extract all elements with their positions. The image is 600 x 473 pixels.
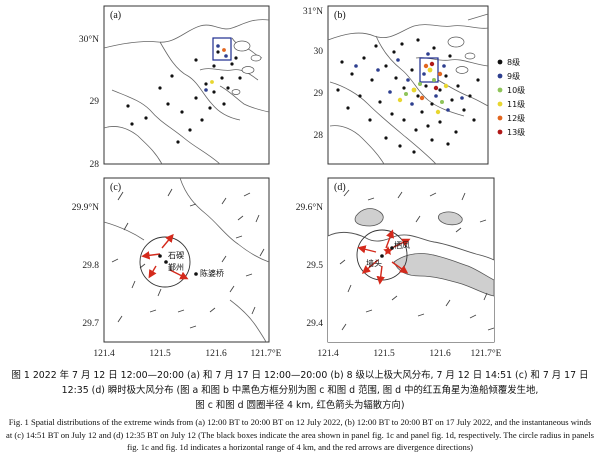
panel-d-xtick-1215: 121.5 <box>373 349 395 359</box>
panel-d-star-icon <box>383 246 393 255</box>
legend-label-13: 13级 <box>507 127 525 137</box>
panel-d-xtick-1216: 121.6 <box>429 349 451 359</box>
panel-d-wind-barbs <box>339 189 495 331</box>
panel-d-station-qifeng <box>390 246 394 250</box>
panel-b-ytick-28: 28 <box>314 131 324 141</box>
panel-a-wind-points <box>126 44 242 144</box>
panel-d-divergence-arrows <box>357 229 411 285</box>
panel-c-frame <box>103 177 270 343</box>
panel-c-wind-barbs <box>111 188 265 329</box>
panel-a: (a) 30°N 29 28 <box>79 5 270 170</box>
panel-a-subregion-box <box>212 37 232 61</box>
panel-a-ytick-28: 28 <box>90 160 100 170</box>
legend-swatch-11 <box>497 101 503 107</box>
legend-swatch-13 <box>497 129 503 135</box>
panel-c-xtick-1215: 121.5 <box>149 349 171 359</box>
panel-c-ytick-297: 29.7 <box>82 319 99 329</box>
panel-d-place-qiangtou: 墙头 <box>366 258 382 268</box>
panel-c-place-shiqi: 石碶 <box>168 250 184 260</box>
panel-d: 栖凤 墙头 (d) 29.6°N 29.5 29.4 121.4 121.5 1… <box>296 177 502 359</box>
legend-label-9: 9级 <box>507 71 520 81</box>
panel-a-ytick-30: 30°N <box>79 34 99 45</box>
legend: 8级 9级 10级 11级 12级 13级 <box>497 57 525 137</box>
panel-b-ytick-29: 29 <box>314 89 324 99</box>
figure-caption: 图 1 2022 年 7 月 12 日 12:00—20:00 (a) 和 7 … <box>6 368 594 454</box>
panel-a-label: (a) <box>110 10 121 21</box>
panel-c-ytick-298: 29.8 <box>82 261 99 271</box>
panel-d-label: (d) <box>334 182 346 193</box>
panel-b-islands <box>447 36 476 74</box>
legend-label-11: 11级 <box>507 99 525 109</box>
panel-b-wind-points <box>336 38 480 154</box>
caption-en: Fig. 1 Spatial distributions of the extr… <box>6 417 594 452</box>
panel-d-place-qifeng: 栖凤 <box>394 240 410 250</box>
panel-d-ytick-294: 29.4 <box>306 319 323 329</box>
caption-cn-line-2: 12:35 (d) 瞬时极大风分布 (图 a 和图 b 中黑色方框分别为图 c … <box>61 385 539 396</box>
legend-swatch-8 <box>497 59 503 65</box>
panel-a-ytick-29: 29 <box>90 97 100 107</box>
panel-c-xtick-1214: 121.4 <box>93 349 115 359</box>
panel-d-ytick-296: 29.6°N <box>296 202 323 213</box>
panel-c-xtick-1217: 121.7°E <box>251 348 282 359</box>
panel-c-place-yinzhou: 鄞州 <box>168 262 184 272</box>
panel-c-ytick-299: 29.9°N <box>72 202 99 213</box>
legend-label-10: 10级 <box>507 85 525 95</box>
panel-d-land <box>327 208 495 342</box>
panel-c-radius-circle <box>139 236 191 288</box>
panel-b: (b) 31°N 30 29 28 <box>303 5 489 165</box>
panel-d-station-qiangtou <box>380 254 384 258</box>
panel-d-ytick-295: 29.5 <box>306 261 323 271</box>
panel-a-islands <box>231 40 262 95</box>
panel-c-label: (c) <box>110 182 121 193</box>
caption-cn-line-1: 图 1 2022 年 7 月 12 日 12:00—20:00 (a) 和 7 … <box>11 370 589 381</box>
panel-b-label: (b) <box>334 10 346 21</box>
legend-label-8: 8级 <box>507 57 520 67</box>
legend-swatch-10 <box>497 87 503 93</box>
panel-c-stations <box>158 254 198 276</box>
panel-d-xtick-1214: 121.4 <box>317 349 339 359</box>
panel-c-divergence-arrows <box>141 233 189 280</box>
legend-label-12: 12级 <box>507 113 525 123</box>
legend-swatch-12 <box>497 115 503 121</box>
panel-c-xtick-1216: 121.6 <box>205 349 227 359</box>
figure-canvas: (a) 30°N 29 28 <box>72 5 525 359</box>
panel-b-frame <box>327 5 489 165</box>
legend-swatch-9 <box>497 73 503 79</box>
panel-b-ytick-30: 30 <box>314 47 324 57</box>
caption-cn-line-3: 图 c 和图 d 圆圈半径 4 km, 红色箭头为辐散方向) <box>195 400 405 411</box>
panel-d-xtick-1217: 121.7°E <box>471 348 502 359</box>
panel-b-subregion-box <box>419 57 439 83</box>
panel-c: 石碶 鄞州 陈婆桥 (c) 29.9°N 29.8 29.7 121.4 121… <box>72 177 282 359</box>
panel-c-place-chenpoqiao: 陈婆桥 <box>200 268 224 278</box>
panel-b-ytick-31: 31°N <box>303 6 323 17</box>
